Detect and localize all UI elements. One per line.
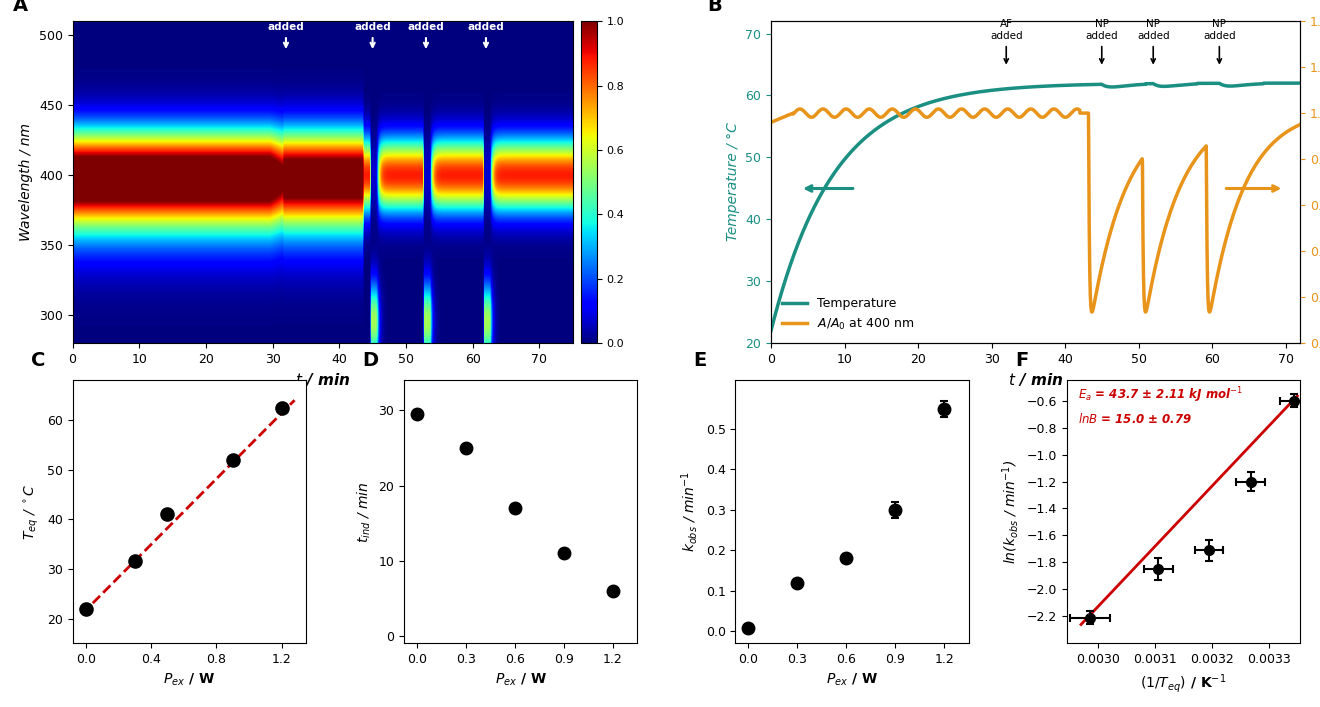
Point xyxy=(271,402,292,414)
Y-axis label: $k_{obs}$ / min$^{-1}$: $k_{obs}$ / min$^{-1}$ xyxy=(678,472,700,552)
Y-axis label: Temperature / °C: Temperature / °C xyxy=(726,122,739,242)
Text: F: F xyxy=(1015,351,1028,370)
Text: $lnB$ = 15.0 ± 0.79: $lnB$ = 15.0 ± 0.79 xyxy=(1078,412,1193,426)
Y-axis label: $T_{eq}$ / $^\circ$C: $T_{eq}$ / $^\circ$C xyxy=(22,484,41,540)
Text: NP
added: NP added xyxy=(1085,19,1118,63)
Text: NP
added: NP added xyxy=(467,11,504,47)
Point xyxy=(222,454,243,465)
X-axis label: $P_{ex}$ / W: $P_{ex}$ / W xyxy=(164,672,215,688)
Text: D: D xyxy=(362,351,378,370)
X-axis label: $t$ / min: $t$ / min xyxy=(1008,371,1063,388)
Text: NP
added: NP added xyxy=(408,11,445,47)
Point xyxy=(157,509,178,520)
Point xyxy=(124,556,145,567)
X-axis label: $P_{ex}$ / W: $P_{ex}$ / W xyxy=(495,672,546,688)
X-axis label: $t$ / min: $t$ / min xyxy=(294,371,350,388)
Y-axis label: $t_{ind}$ / min: $t_{ind}$ / min xyxy=(355,481,372,543)
Text: $E_a$ = 43.7 ± 2.11 kJ mol$^{-1}$: $E_a$ = 43.7 ± 2.11 kJ mol$^{-1}$ xyxy=(1078,385,1243,405)
Text: A: A xyxy=(13,0,28,15)
Text: C: C xyxy=(30,351,45,370)
Y-axis label: Wavelength / nm: Wavelength / nm xyxy=(20,123,33,241)
Point xyxy=(75,603,96,614)
Y-axis label: ln($k_{obs}$ / min$^{-1}$): ln($k_{obs}$ / min$^{-1}$) xyxy=(1001,460,1022,564)
Text: NP
added: NP added xyxy=(1137,19,1170,63)
Text: NP
added: NP added xyxy=(354,11,391,47)
Text: AF
added: AF added xyxy=(990,19,1023,63)
Text: NP
added: NP added xyxy=(1203,19,1236,63)
Text: E: E xyxy=(693,351,706,370)
Text: AF
added: AF added xyxy=(268,11,305,47)
X-axis label: $P_{ex}$ / W: $P_{ex}$ / W xyxy=(826,672,878,688)
Text: B: B xyxy=(708,0,722,15)
X-axis label: $(1/T_{eq})$ / K$^{-1}$: $(1/T_{eq})$ / K$^{-1}$ xyxy=(1140,672,1226,694)
Legend: Temperature, $A/A_0$ at 400 nm: Temperature, $A/A_0$ at 400 nm xyxy=(777,292,920,337)
